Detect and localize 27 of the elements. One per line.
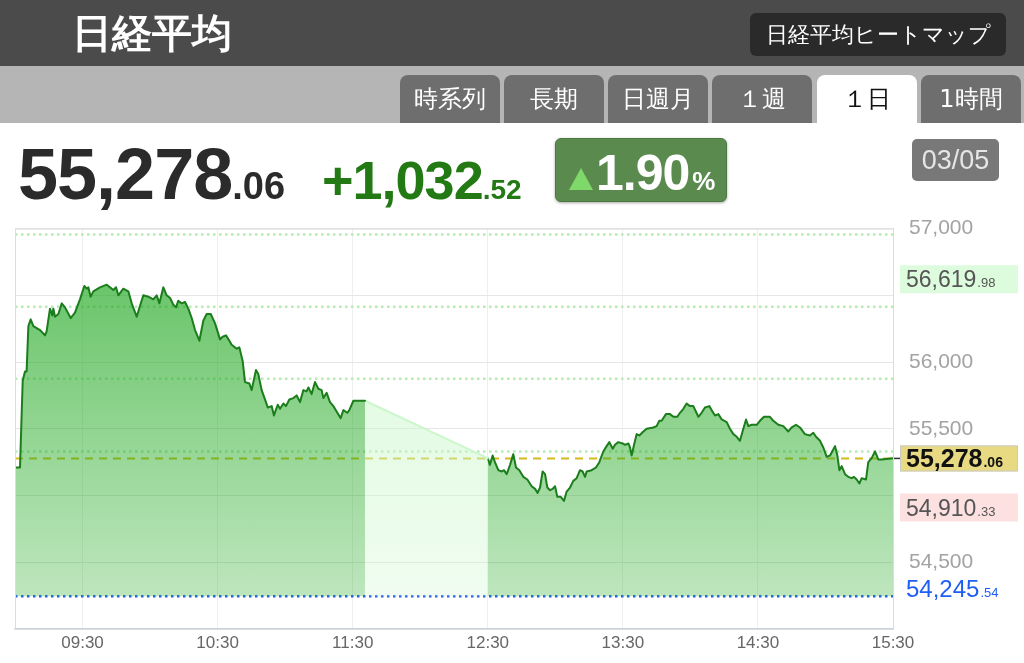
x-tick-label: 13:30 bbox=[601, 632, 645, 652]
text: 55,278.06 bbox=[18, 134, 286, 214]
x-tick-label: 10:30 bbox=[196, 632, 239, 652]
ref-line-label: 55,278.06 bbox=[906, 444, 1004, 473]
date-badge: 03/05 bbox=[912, 139, 999, 181]
tab: １日 bbox=[817, 75, 917, 123]
x-tick-label: 09:30 bbox=[61, 632, 104, 652]
y-tick-label: 56,000 bbox=[909, 348, 974, 372]
text: +1,032.52 bbox=[322, 150, 522, 210]
ref-line-label: 54,245.54 bbox=[906, 575, 999, 603]
tab: 時系列 bbox=[400, 75, 500, 123]
tab: 長期 bbox=[504, 75, 604, 123]
chart-title: 日経平均 bbox=[72, 9, 232, 58]
tab: 日週月 bbox=[608, 75, 708, 123]
heatmap-button: 日経平均ヒートマップ bbox=[750, 13, 1006, 56]
x-tick-label: 12:30 bbox=[466, 632, 510, 652]
y-tick-label: 55,500 bbox=[909, 415, 974, 439]
x-tick-label: 15:30 bbox=[871, 632, 915, 652]
y-tick-label: 54,500 bbox=[909, 549, 974, 573]
x-tick-label: 14:30 bbox=[736, 632, 780, 652]
y-tick-label: 57,000 bbox=[909, 215, 974, 239]
x-tick-label: 11:30 bbox=[332, 632, 374, 652]
tab: １週 bbox=[712, 75, 812, 123]
change-badge: 1.90% bbox=[555, 138, 727, 202]
text: 56,619.98 bbox=[906, 266, 996, 293]
tab: 1時間 bbox=[921, 75, 1021, 123]
text: 54,910.33 bbox=[906, 494, 996, 521]
